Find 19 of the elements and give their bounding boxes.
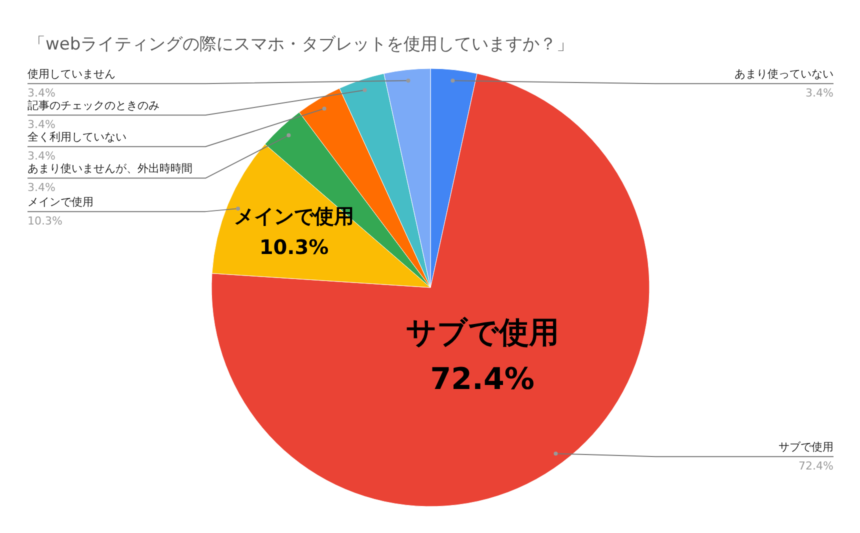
data-label: 3.4%	[28, 86, 56, 100]
data-label: 10.3%	[259, 234, 329, 259]
slice-label: メインで使用	[28, 196, 94, 209]
slice-label: あまり使っていない	[734, 68, 834, 81]
data-label: 3.4%	[28, 181, 56, 194]
slice-label: あまり使いませんが、外出時時間	[28, 162, 192, 176]
slice-label: 全く利用していない	[28, 130, 126, 144]
slice-label: サブで使用	[778, 440, 834, 454]
text: 10.3%	[28, 214, 62, 228]
data-label: 3.4%	[806, 86, 834, 100]
slice-label: メインで使用	[234, 204, 354, 228]
slice-label: 記事のチェックのときのみ	[28, 99, 160, 112]
text: 72.4%	[798, 460, 834, 473]
chart-title: 「webライティングの際にスマホ・タブレットを使用していますか？」	[28, 34, 574, 54]
slice-label: 使用していません	[28, 68, 116, 81]
slice-label: サブで使用	[406, 316, 559, 351]
data-label: 3.4%	[28, 150, 56, 163]
data-label: 72.4%	[430, 362, 534, 397]
data-label: 3.4%	[28, 118, 56, 132]
